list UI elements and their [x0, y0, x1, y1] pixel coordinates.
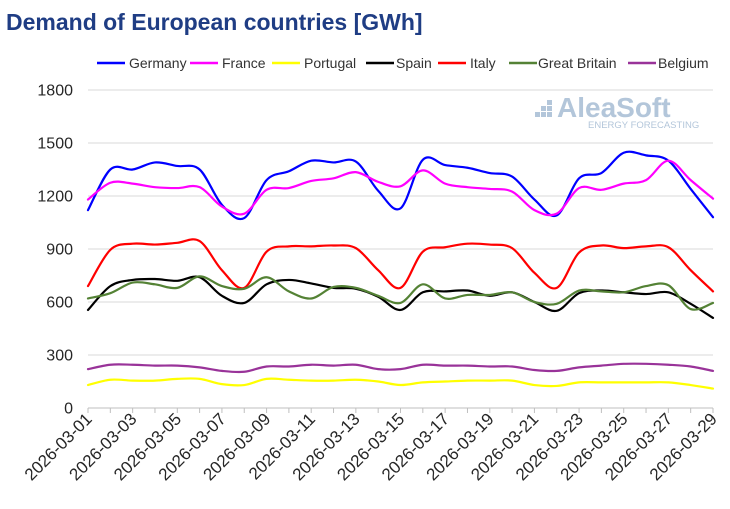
legend-label-belgium: Belgium — [658, 55, 709, 71]
aleasoft-logo: AleaSoft ENERGY FORECASTING — [535, 92, 699, 131]
series-line-spain — [86, 275, 715, 319]
legend-item-belgium: Belgium — [628, 55, 709, 71]
aleasoft-dots-icon — [535, 100, 552, 117]
legend-label-spain: Spain — [396, 55, 432, 71]
watermark-brand: AleaSoft — [557, 92, 671, 123]
series-line-portugal — [86, 377, 715, 390]
series-line-germany — [86, 150, 715, 221]
legend-label-france: France — [222, 55, 266, 71]
y-tick-label: 1800 — [37, 83, 73, 100]
legend-item-portugal: Portugal — [272, 55, 356, 71]
legend: Germany France Portugal Spain Italy Great Bri… — [97, 55, 709, 71]
y-tick-label: 600 — [46, 295, 73, 312]
x-axis — [87, 407, 714, 413]
legend-item-great-britain: Great Britain — [509, 55, 617, 71]
legend-label-germany: Germany — [129, 55, 187, 71]
y-tick-label: 0 — [64, 401, 73, 418]
legend-label-great-britain: Great Britain — [538, 55, 617, 71]
series-line-belgium — [86, 362, 715, 374]
legend-label-portugal: Portugal — [304, 55, 356, 71]
y-tick-label: 900 — [46, 242, 73, 259]
y-axis-labels: 0 300 600 900 1200 1500 1800 — [37, 83, 73, 418]
legend-item-italy: Italy — [438, 55, 496, 71]
series-line-italy — [86, 238, 715, 293]
legend-item-france: France — [190, 55, 266, 71]
watermark-tagline: ENERGY FORECASTING — [588, 120, 699, 131]
series-line-great-britain — [86, 275, 715, 311]
legend-item-germany: Germany — [97, 55, 187, 71]
y-tick-label: 1200 — [37, 189, 73, 206]
y-tick-label: 300 — [46, 348, 73, 365]
y-tick-label: 1500 — [37, 136, 73, 153]
x-axis-labels: 2026-03-012026-03-032026-03-052026-03-07… — [21, 409, 721, 484]
legend-item-spain: Spain — [366, 55, 432, 71]
chart-title: Demand of European countries [GWh] — [6, 9, 423, 35]
legend-label-italy: Italy — [470, 55, 496, 71]
series-lines — [86, 150, 715, 390]
series-line-france — [86, 159, 715, 217]
